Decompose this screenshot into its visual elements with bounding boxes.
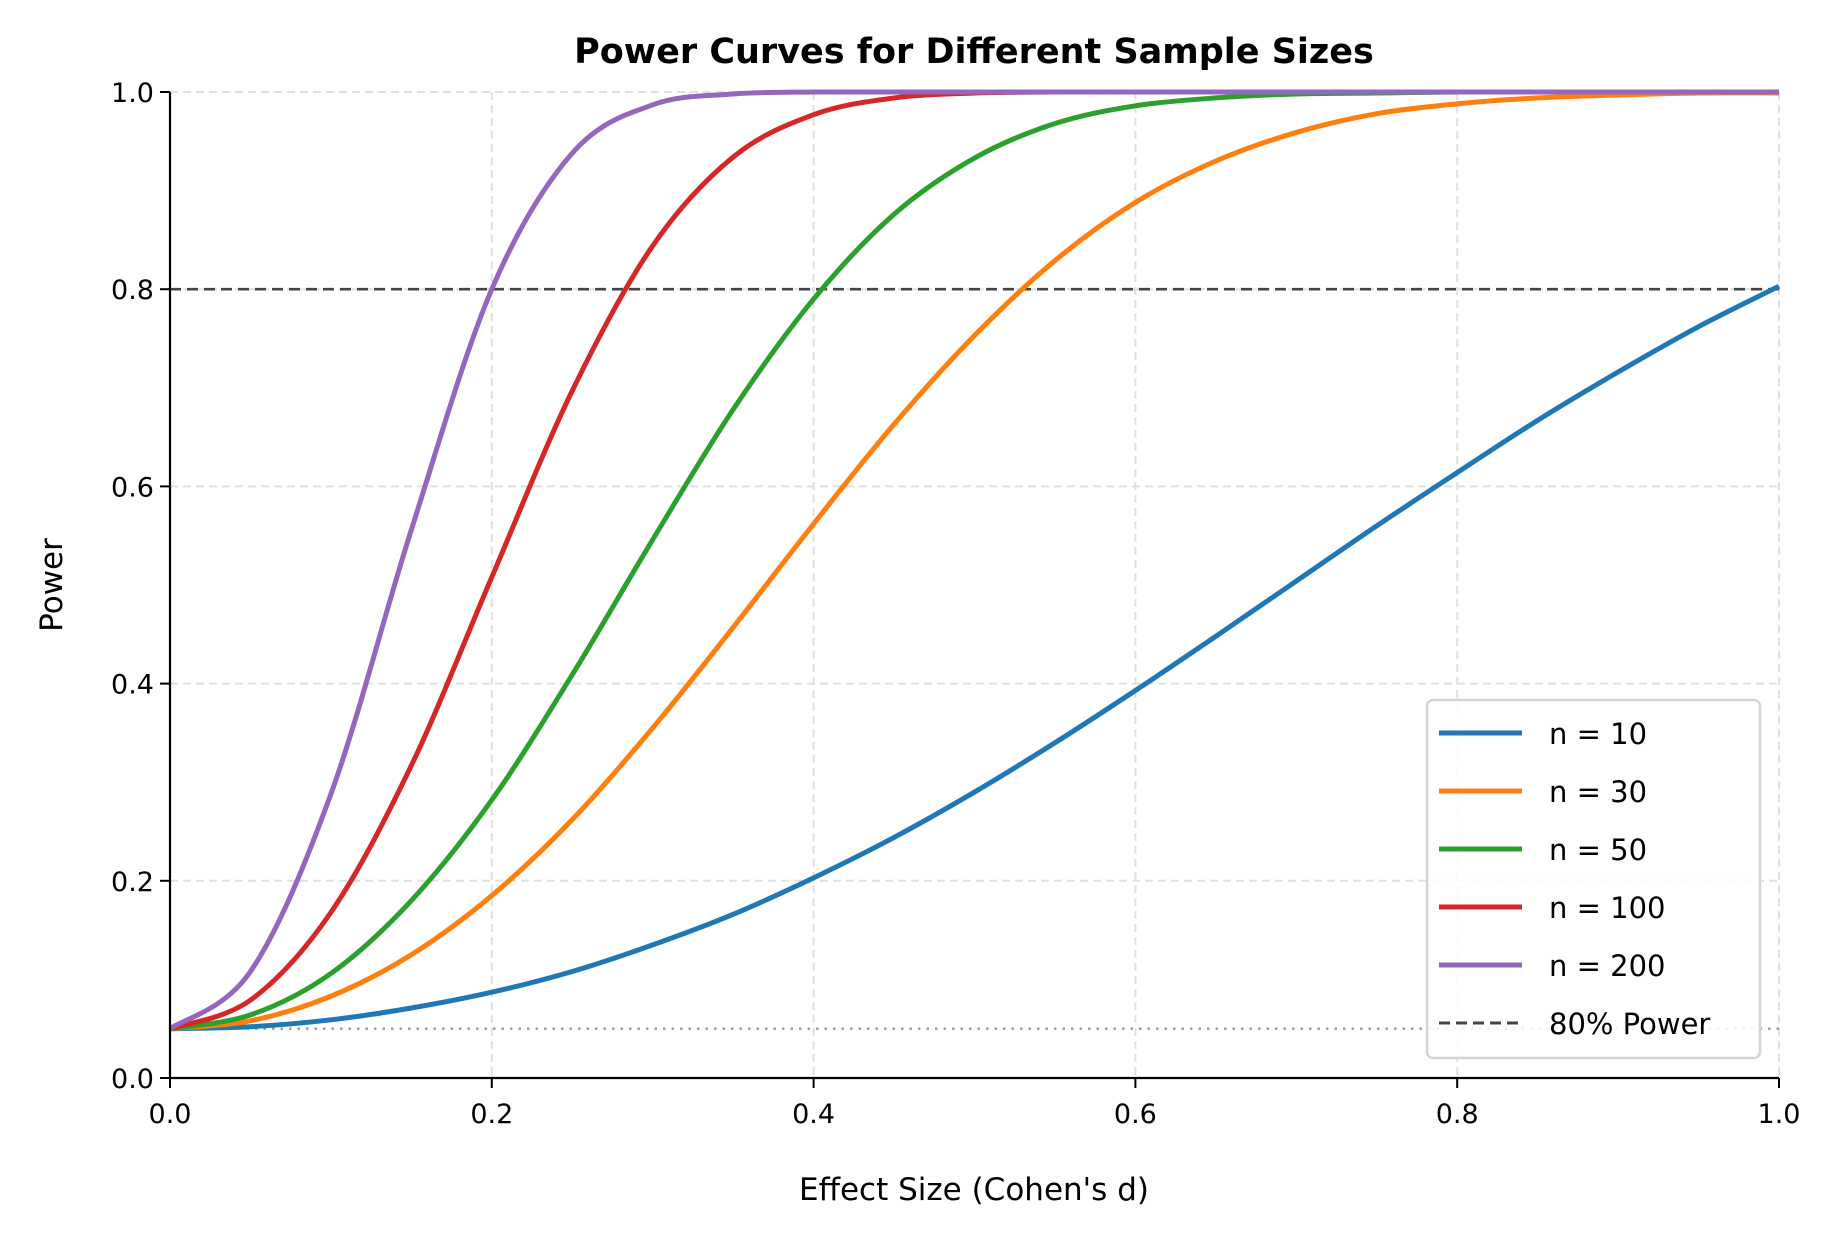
y-tick-label: 0.0 (111, 1064, 154, 1095)
axes: 0.0 0.2 0.4 0.6 0.8 1.0 0.0 0.2 0.4 0.6 0.8 1.0 (111, 78, 1800, 1130)
x-tick-label: 0.4 (792, 1099, 835, 1130)
x-tick-label: 0.6 (1114, 1099, 1157, 1130)
legend-label: n = 200 (1549, 949, 1665, 983)
legend-box (1425, 698, 1762, 1060)
legend-label: n = 10 (1549, 717, 1647, 751)
series-line-n10 (169, 284, 1781, 1032)
series-line-n200 (168, 89, 1779, 1031)
x-tick-label: 0.2 (470, 1099, 513, 1130)
series-lines (168, 89, 1781, 1032)
legend-label: n = 30 (1549, 775, 1647, 809)
y-tick-label: 0.4 (111, 670, 154, 701)
y-tick-label: 0.2 (111, 867, 154, 898)
series-line-n30 (169, 90, 1780, 1032)
x-tick-label: 0.0 (149, 1099, 192, 1130)
y-tick-label: 0.6 (111, 472, 154, 503)
legend-label: n = 50 (1549, 833, 1647, 867)
reference-lines (170, 287, 1779, 1030)
chart-title: Power Curves for Different Sample Sizes (574, 32, 1374, 72)
y-tick-label: 1.0 (111, 78, 154, 109)
legend: n = 10 n = 30 n = 50 n = 100 n = 200 80% Powe… (1425, 698, 1762, 1060)
y-tick-label: 0.8 (111, 275, 154, 306)
x-tick-label: 1.0 (1758, 1099, 1801, 1130)
x-tick-label: 0.8 (1436, 1099, 1479, 1130)
y-axis-label: Power (34, 538, 70, 632)
legend-label: n = 100 (1549, 891, 1665, 925)
x-axis-label: Effect Size (Cohen's d) (799, 1172, 1149, 1208)
legend-label: 80% Power (1549, 1007, 1710, 1041)
